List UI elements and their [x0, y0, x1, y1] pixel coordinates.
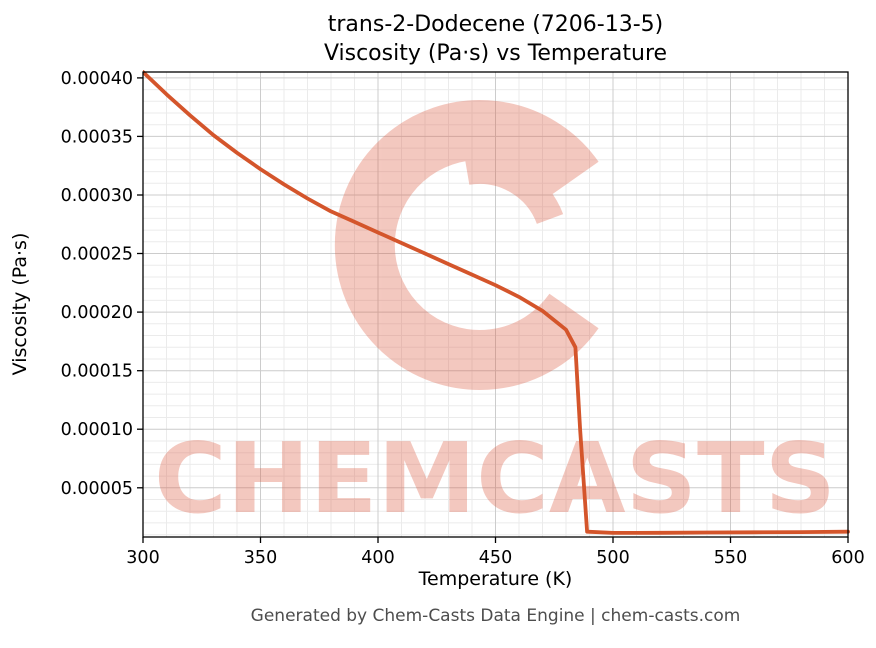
watermark-logo-c-icon — [334, 100, 599, 390]
watermark-text: CHEMCASTS — [154, 422, 836, 535]
y-tick-label: 0.00020 — [61, 303, 133, 323]
x-tick-label: 600 — [831, 548, 864, 568]
x-tick-label: 400 — [361, 548, 394, 568]
watermark-logo-swirl-icon — [464, 155, 564, 225]
axis-ticks — [137, 77, 849, 543]
y-tick-label: 0.00025 — [61, 245, 133, 265]
viscosity-series-line — [143, 70, 850, 535]
x-tick-label: 550 — [714, 548, 747, 568]
x-tick-label: 450 — [479, 548, 512, 568]
chart-title-line2: Viscosity (Pa·s) vs Temperature — [323, 41, 668, 66]
y-tick-label: 0.00005 — [61, 479, 133, 499]
y-tick-label: 0.00035 — [61, 127, 133, 147]
footer-attribution: Generated by Chem-Casts Data Engine | ch… — [250, 606, 741, 626]
y-tick-label: 0.00015 — [61, 362, 133, 382]
y-tick-label: 0.00010 — [61, 420, 133, 440]
y-tick-label: 0.00040 — [61, 69, 133, 89]
x-tick-label: 300 — [126, 548, 159, 568]
x-tick-label: 350 — [244, 548, 277, 568]
chart-title-line1: trans-2-Dodecene (7206-13-5) — [327, 12, 664, 37]
x-tick-label: 500 — [596, 548, 629, 568]
chemcasts-watermark: CHEMCASTS — [154, 100, 836, 535]
y-tick-label: 0.00030 — [61, 186, 133, 206]
axis-tick-labels: 300 350 400 450 500 550 600 0.00005 0.00010 0.000… — [61, 69, 865, 568]
x-axis-label: Temperature (K) — [418, 568, 573, 590]
chart-title: trans-2-Dodecene (7206-13-5) Viscosity (… — [143, 10, 848, 68]
